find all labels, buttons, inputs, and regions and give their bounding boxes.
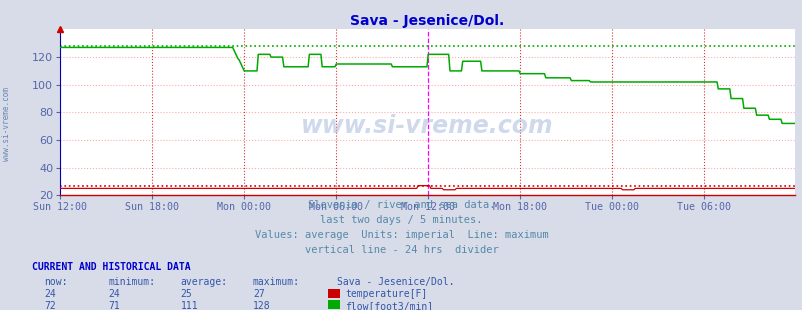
Title: Sava - Jesenice/Dol.: Sava - Jesenice/Dol. [350,14,504,28]
Text: now:: now: [44,277,67,286]
Text: Slovenia / river and sea data.: Slovenia / river and sea data. [307,200,495,210]
Text: Values: average  Units: imperial  Line: maximum: Values: average Units: imperial Line: ma… [254,230,548,240]
Text: temperature[F]: temperature[F] [345,289,427,299]
Text: www.si-vreme.com: www.si-vreme.com [301,114,553,138]
Text: Sava - Jesenice/Dol.: Sava - Jesenice/Dol. [337,277,454,286]
Text: 25: 25 [180,289,192,299]
Text: 72: 72 [44,301,56,310]
Text: last two days / 5 minutes.: last two days / 5 minutes. [320,215,482,225]
Text: flow[foot3/min]: flow[foot3/min] [345,301,433,310]
Text: 24: 24 [44,289,56,299]
Text: 24: 24 [108,289,120,299]
Text: average:: average: [180,277,228,286]
Text: 128: 128 [253,301,270,310]
Text: vertical line - 24 hrs  divider: vertical line - 24 hrs divider [304,245,498,255]
Text: 71: 71 [108,301,120,310]
Text: www.si-vreme.com: www.si-vreme.com [2,87,11,161]
Text: maximum:: maximum: [253,277,300,286]
Text: 111: 111 [180,301,198,310]
Text: 27: 27 [253,289,265,299]
Text: minimum:: minimum: [108,277,156,286]
Text: CURRENT AND HISTORICAL DATA: CURRENT AND HISTORICAL DATA [32,262,191,272]
